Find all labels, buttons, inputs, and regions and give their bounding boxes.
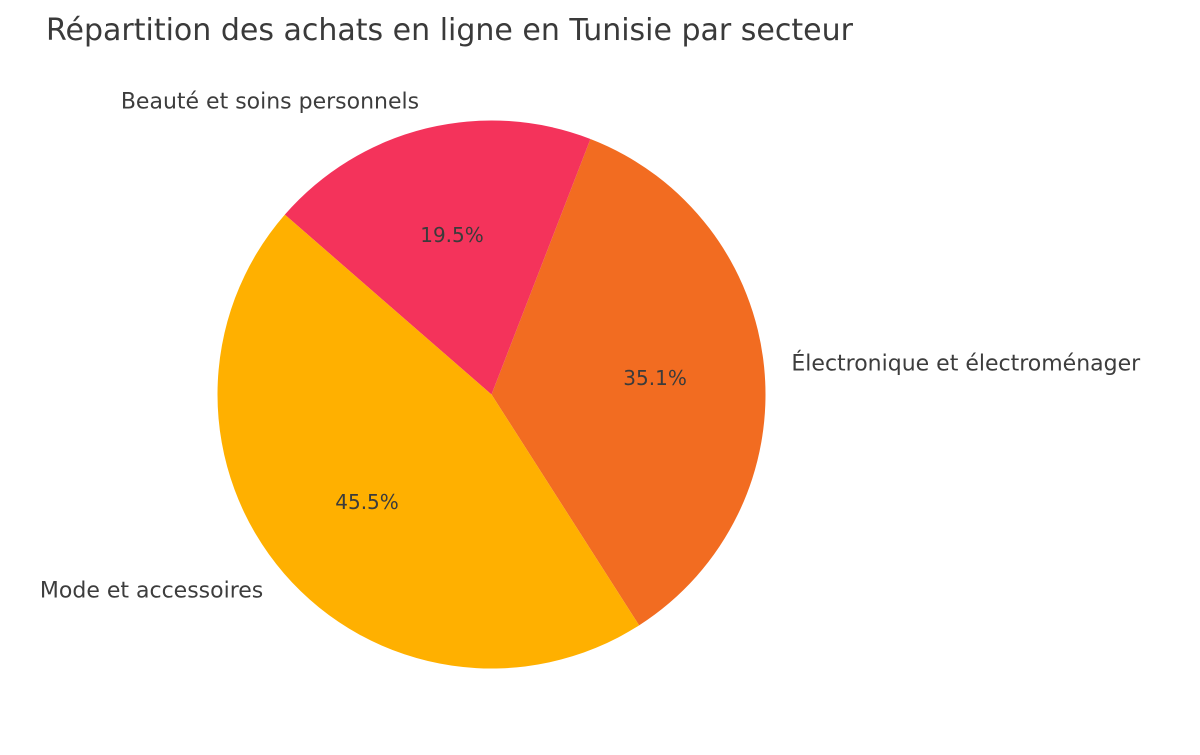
pct-label-electronique: 35.1% (623, 366, 687, 391)
pie-slice-1 (284, 120, 591, 395)
pct-label-beaute: 19.5% (420, 222, 484, 247)
pct-label-mode: 45.5% (335, 489, 399, 514)
slice-label-electronique: Électronique et électroménager (791, 351, 1141, 377)
slice-label-beaute: Beauté et soins personnels (120, 89, 420, 115)
pie-slice-0 (491, 138, 766, 626)
slice-label-mode: Mode et accessoires (39, 578, 264, 604)
chart-title: Répartition des achats en ligne en Tunis… (46, 13, 853, 48)
pie-slice-2 (217, 214, 640, 669)
